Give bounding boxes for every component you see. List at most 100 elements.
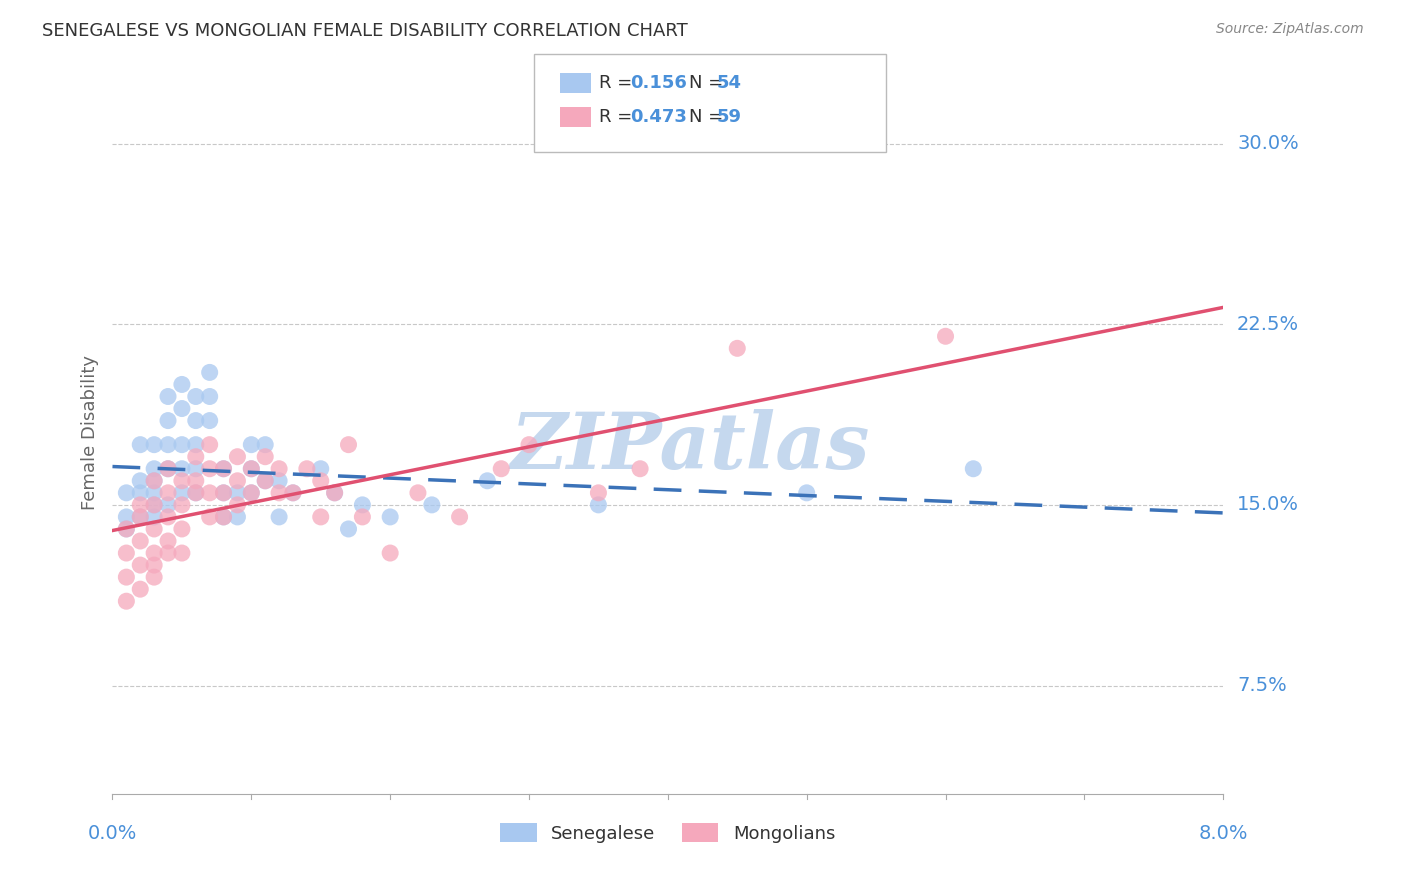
Point	[323, 485, 346, 500]
Y-axis label: Female Disability: Female Disability	[80, 355, 98, 510]
Point	[420, 498, 443, 512]
Point	[309, 474, 332, 488]
Point	[157, 510, 180, 524]
Point	[934, 329, 956, 343]
Point	[129, 485, 152, 500]
Text: 15.0%: 15.0%	[1237, 495, 1299, 515]
Text: N =: N =	[689, 74, 728, 92]
Point	[198, 390, 221, 404]
Text: N =: N =	[689, 108, 728, 126]
Point	[184, 450, 207, 464]
Point	[323, 485, 346, 500]
Text: 0.473: 0.473	[630, 108, 686, 126]
Legend: Senegalese, Mongolians: Senegalese, Mongolians	[494, 816, 842, 850]
Point	[352, 510, 374, 524]
Point	[129, 498, 152, 512]
Point	[240, 485, 263, 500]
Point	[212, 462, 235, 476]
Point	[240, 462, 263, 476]
Text: R =: R =	[599, 108, 638, 126]
Point	[157, 546, 180, 560]
Point	[309, 462, 332, 476]
Point	[157, 533, 180, 548]
Point	[170, 546, 193, 560]
Point	[281, 485, 304, 500]
Point	[198, 438, 221, 452]
Point	[157, 414, 180, 428]
Point	[588, 485, 610, 500]
Point	[170, 522, 193, 536]
Point	[226, 510, 249, 524]
Point	[628, 462, 651, 476]
Point	[115, 522, 138, 536]
Point	[143, 522, 166, 536]
Point	[184, 485, 207, 500]
Point	[198, 462, 221, 476]
Point	[240, 485, 263, 500]
Point	[254, 474, 277, 488]
Text: 22.5%: 22.5%	[1237, 315, 1299, 334]
Point	[143, 570, 166, 584]
Text: 59: 59	[717, 108, 742, 126]
Point	[198, 510, 221, 524]
Point	[157, 498, 180, 512]
Point	[517, 438, 540, 452]
Text: SENEGALESE VS MONGOLIAN FEMALE DISABILITY CORRELATION CHART: SENEGALESE VS MONGOLIAN FEMALE DISABILIT…	[42, 22, 688, 40]
Point	[309, 510, 332, 524]
Point	[170, 498, 193, 512]
Point	[115, 546, 138, 560]
Point	[143, 485, 166, 500]
Point	[184, 474, 207, 488]
Text: 7.5%: 7.5%	[1237, 676, 1286, 695]
Point	[129, 582, 152, 597]
Text: 30.0%: 30.0%	[1237, 134, 1299, 153]
Point	[212, 510, 235, 524]
Point	[352, 498, 374, 512]
Point	[226, 474, 249, 488]
Text: 8.0%: 8.0%	[1198, 824, 1249, 844]
Point	[254, 438, 277, 452]
Point	[198, 414, 221, 428]
Point	[380, 546, 402, 560]
Point	[170, 485, 193, 500]
Point	[295, 462, 318, 476]
Point	[157, 462, 180, 476]
Point	[157, 485, 180, 500]
Text: Source: ZipAtlas.com: Source: ZipAtlas.com	[1216, 22, 1364, 37]
Point	[157, 438, 180, 452]
Point	[962, 462, 984, 476]
Point	[254, 450, 277, 464]
Point	[491, 462, 513, 476]
Point	[143, 498, 166, 512]
Text: ZIPatlas: ZIPatlas	[510, 409, 870, 485]
Point	[380, 510, 402, 524]
Point	[129, 558, 152, 573]
Point	[212, 462, 235, 476]
Point	[406, 485, 429, 500]
Point	[226, 450, 249, 464]
Point	[170, 474, 193, 488]
Point	[337, 438, 360, 452]
Point	[725, 342, 748, 356]
Point	[143, 462, 166, 476]
Point	[157, 462, 180, 476]
Point	[143, 546, 166, 560]
Point	[170, 401, 193, 416]
Point	[796, 485, 818, 500]
Point	[281, 485, 304, 500]
Point	[477, 474, 499, 488]
Point	[337, 522, 360, 536]
Point	[115, 522, 138, 536]
Point	[184, 414, 207, 428]
Point	[143, 474, 166, 488]
Point	[143, 474, 166, 488]
Point	[143, 510, 166, 524]
Point	[198, 485, 221, 500]
Point	[129, 510, 152, 524]
Point	[240, 462, 263, 476]
Point	[226, 485, 249, 500]
Text: 0.156: 0.156	[630, 74, 686, 92]
Point	[170, 438, 193, 452]
Point	[212, 485, 235, 500]
Point	[240, 438, 263, 452]
